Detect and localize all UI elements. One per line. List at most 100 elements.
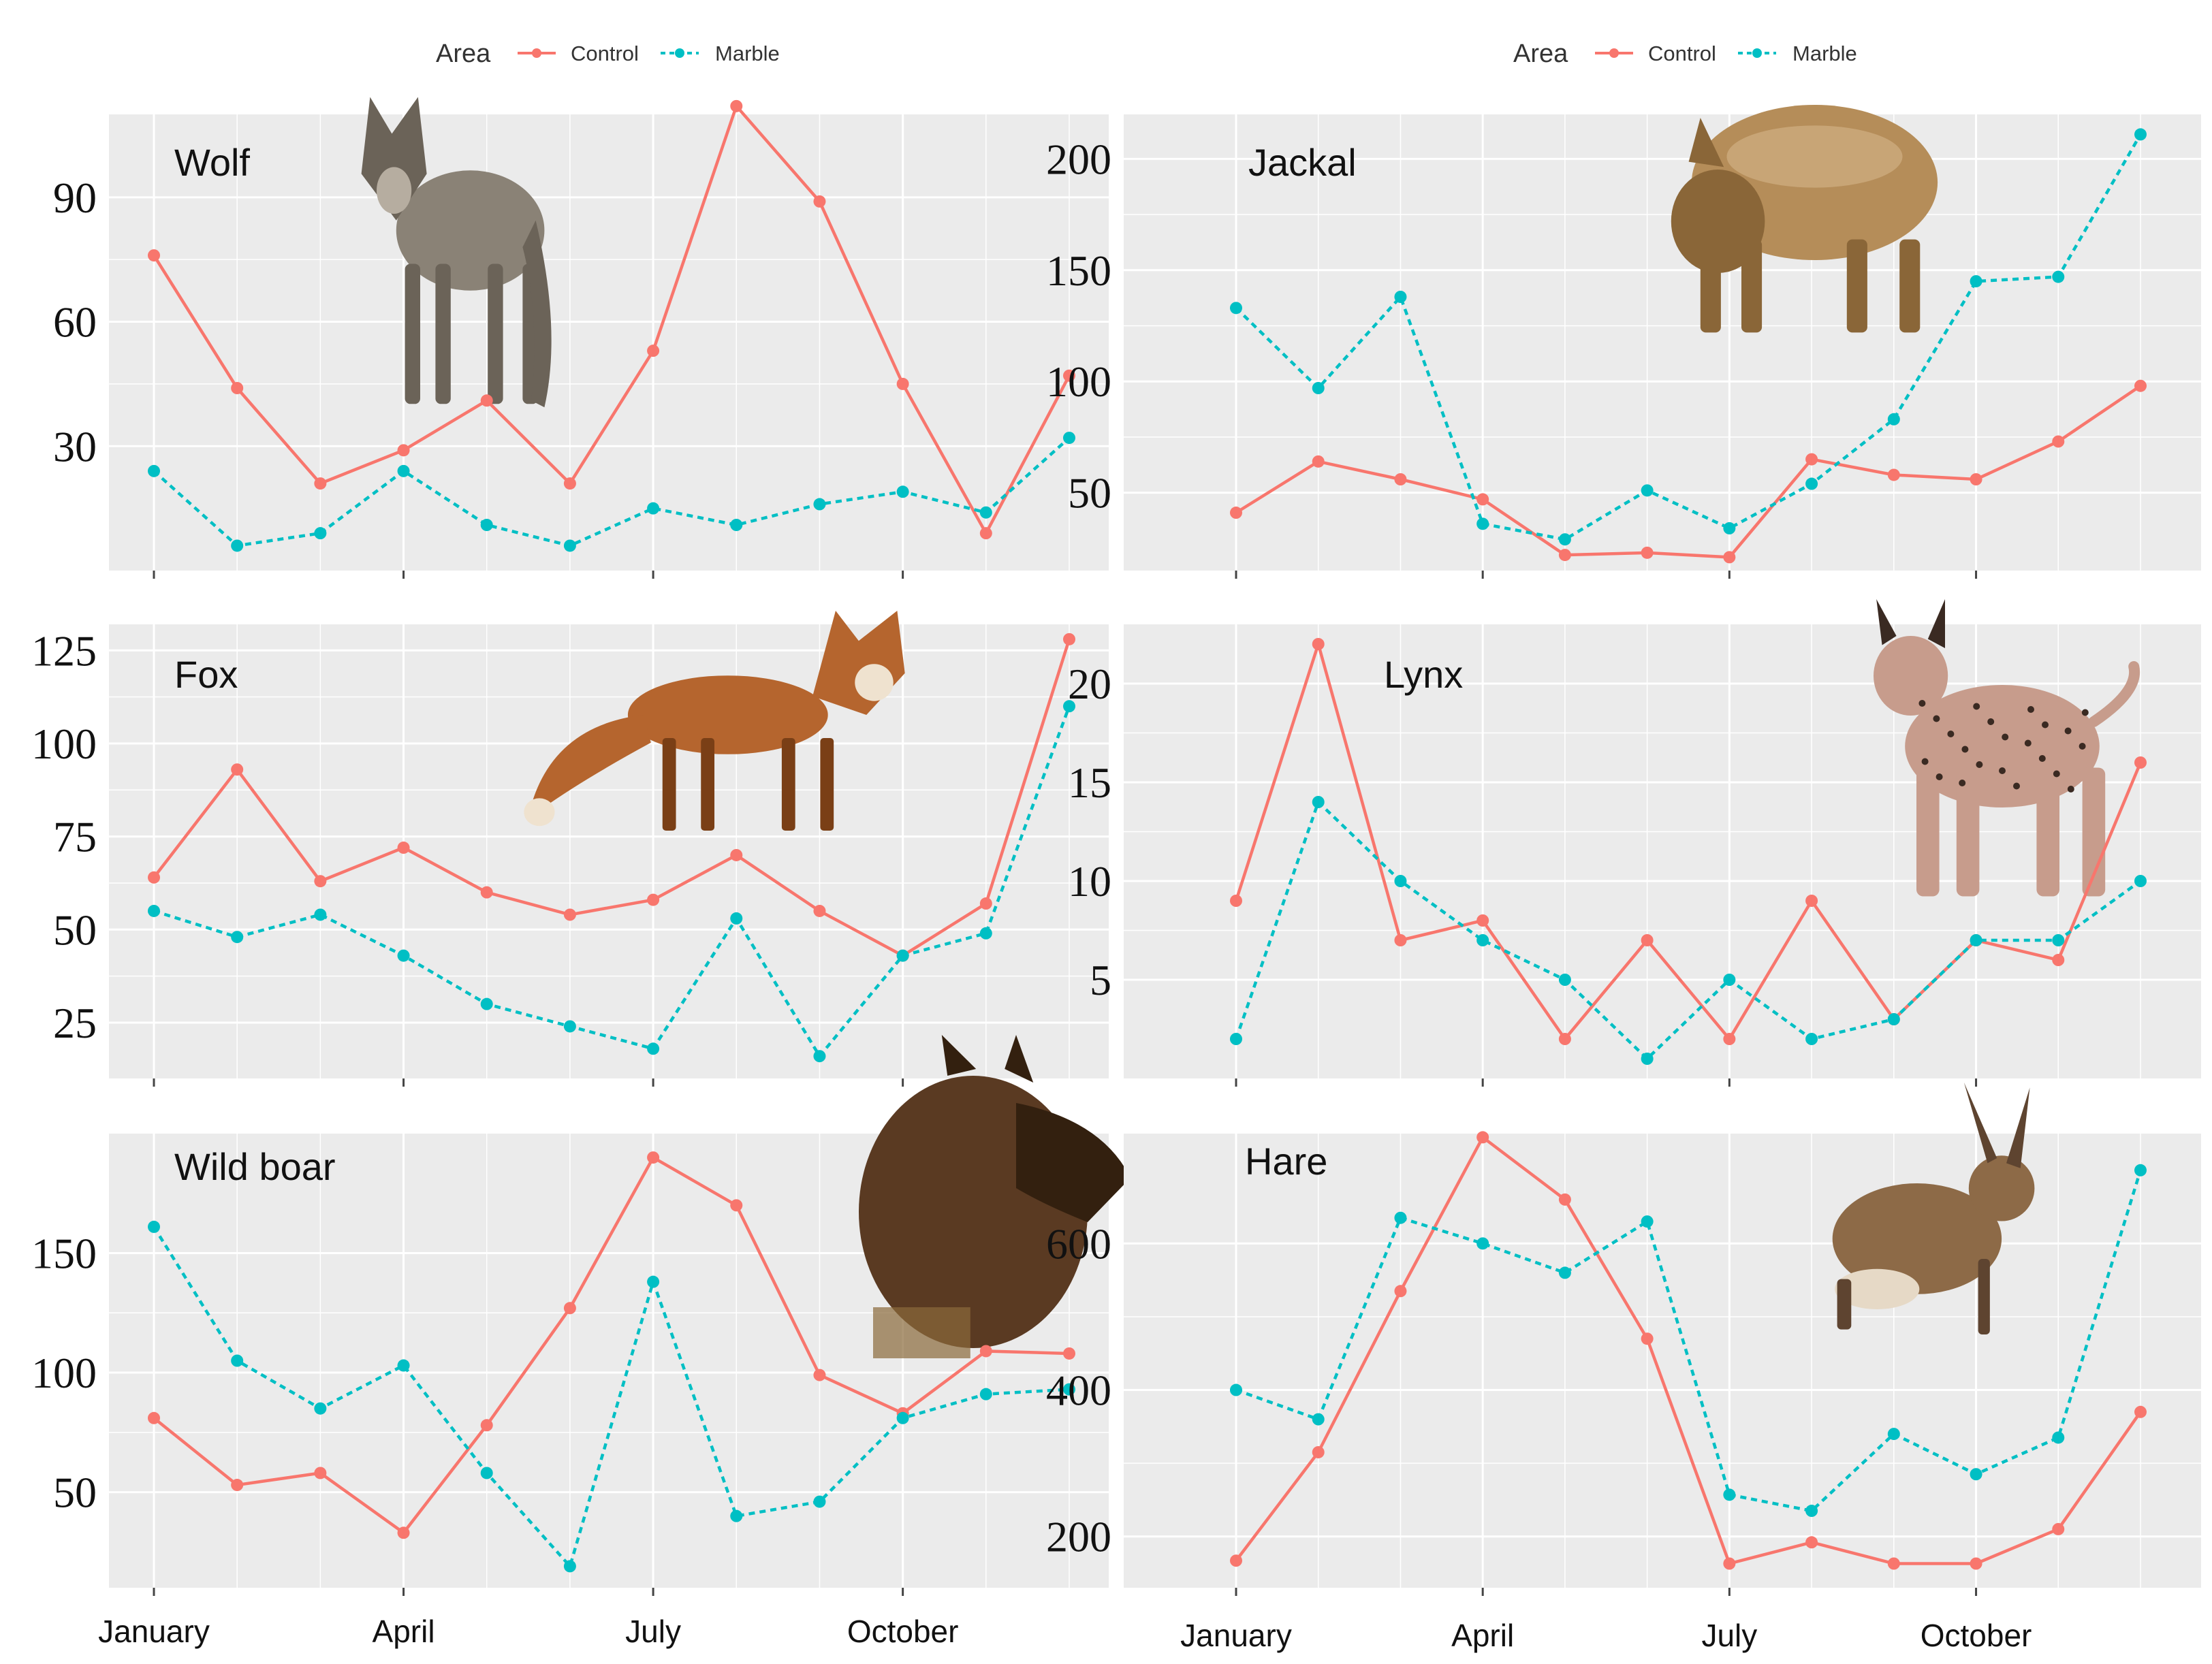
data-point-control (1230, 1554, 1242, 1567)
data-point-marble (1476, 1237, 1489, 1250)
data-point-control (813, 904, 826, 917)
fox-leg (820, 738, 834, 831)
data-point-control (1476, 914, 1489, 927)
y-tick-label: 20 (1068, 660, 1111, 708)
lynx-leg (1916, 767, 1940, 897)
boar-ear (941, 1035, 977, 1076)
data-point-control (2052, 1522, 2065, 1535)
wolf-body (396, 170, 545, 291)
wolf-muzzle (377, 167, 412, 214)
data-point-marble (730, 519, 743, 531)
hare-head (1968, 1155, 2035, 1221)
panel-title: Jackal (1248, 141, 1357, 184)
data-point-marble (314, 908, 327, 921)
data-point-control (1805, 1536, 1818, 1549)
panel-title: Wolf (174, 141, 250, 184)
hare-belly (1835, 1268, 1920, 1309)
jackal-leg (1741, 239, 1763, 333)
lynx-ear (1927, 599, 1945, 648)
data-point-marble (1887, 413, 1900, 426)
lynx-head (1874, 636, 1948, 716)
data-point-marble (563, 539, 576, 552)
y-tick-label: 100 (31, 1349, 97, 1397)
lynx-tail (2088, 661, 2140, 727)
data-point-control (647, 345, 660, 357)
hare-image (1832, 1083, 2035, 1334)
data-point-control (1723, 1557, 1736, 1570)
fox-body (627, 675, 828, 754)
series-line-control (153, 103, 1071, 537)
data-point-control (1723, 1033, 1736, 1045)
panel-background (1124, 114, 2201, 571)
data-point-control (563, 477, 576, 490)
data-point-marble (314, 527, 327, 540)
legend-title: Area (1513, 39, 1568, 68)
data-point-marble (1723, 1488, 1736, 1501)
series-control (1230, 1131, 2147, 1570)
lynx-spot (2042, 721, 2049, 729)
panel-title: Hare (1245, 1140, 1327, 1183)
lynx-spot (1921, 758, 1929, 765)
hare-ear (2006, 1087, 2030, 1168)
y-tick-label: 125 (31, 626, 97, 675)
data-point-control (1476, 1131, 1489, 1144)
x-tick-label: January (1180, 1618, 1292, 1653)
data-point-control (148, 871, 160, 884)
data-point-control (1394, 1285, 1407, 1298)
data-point-control (1970, 1557, 1982, 1570)
data-point-control (1476, 493, 1489, 506)
series-control (1230, 379, 2147, 564)
y-tick-label: 30 (53, 422, 97, 470)
hare-body (1832, 1183, 2002, 1294)
panel-background (109, 114, 1109, 571)
wolf-image (361, 97, 552, 408)
data-point-marble (1805, 1033, 1818, 1045)
series-marble (148, 1220, 1075, 1573)
data-point-control (1230, 895, 1242, 907)
data-point-control (2134, 379, 2147, 392)
y-tick-label: 90 (53, 174, 97, 222)
data-point-marble (1312, 796, 1325, 808)
lynx-spot (1973, 703, 1980, 710)
data-point-control (480, 394, 493, 407)
lynx-leg (2036, 767, 2059, 897)
data-point-marble (1476, 517, 1489, 530)
data-point-marble (480, 1467, 493, 1479)
lynx-spot (2081, 709, 2089, 716)
y-tick-label: 25 (53, 999, 97, 1047)
data-point-control (1558, 1033, 1571, 1045)
y-tick-label: 15 (1068, 758, 1111, 807)
panel-title: Wild boar (174, 1145, 336, 1188)
fox-leg (701, 738, 715, 831)
legend-control-label: Control (1648, 42, 1716, 65)
data-point-control (231, 763, 244, 776)
data-point-control (1063, 369, 1075, 382)
y-tick-label: 600 (1046, 1219, 1111, 1268)
data-point-marble (148, 904, 160, 917)
wolf-tail (522, 220, 552, 408)
data-point-marble (1230, 1033, 1242, 1045)
data-point-control (2052, 435, 2065, 448)
y-tick-label: 100 (1046, 357, 1111, 406)
lynx-spot (2013, 782, 2020, 790)
jackal-leg (1700, 239, 1721, 333)
series-marble (1230, 796, 2147, 1065)
y-tick-label: 100 (31, 720, 97, 768)
data-point-marble (480, 997, 493, 1010)
data-point-marble (1723, 522, 1736, 534)
data-point-marble (1394, 875, 1407, 887)
wild-boar-image (859, 1035, 1131, 1358)
panel-jackal: 50 100 150 200 Jackal (1046, 105, 2201, 579)
data-point-marble (2052, 934, 2065, 946)
data-point-control (647, 1151, 660, 1164)
data-point-marble (148, 464, 160, 477)
wolf-leg (405, 263, 420, 404)
data-point-marble (2052, 1431, 2065, 1444)
data-point-control (1970, 473, 1982, 485)
data-point-control (1723, 551, 1736, 564)
data-point-marble (1558, 533, 1571, 546)
data-point-control (813, 195, 826, 208)
jackal-head (1671, 170, 1765, 273)
series-line-control (1234, 639, 2143, 1042)
y-tick-label: 75 (53, 813, 97, 861)
